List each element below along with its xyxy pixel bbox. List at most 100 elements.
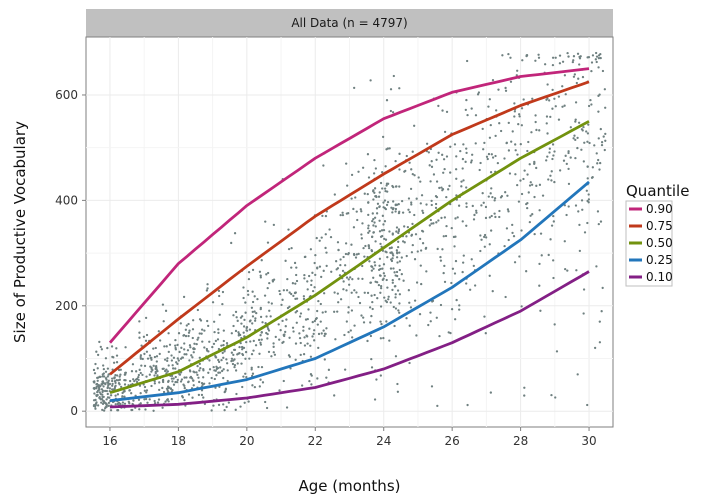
scatter-point — [284, 325, 287, 328]
scatter-point — [385, 182, 389, 185]
scatter-point — [392, 186, 395, 189]
scatter-point — [567, 167, 570, 171]
scatter-point — [306, 288, 309, 291]
scatter-point — [108, 382, 112, 386]
scatter-point — [239, 316, 243, 319]
scatter-point — [591, 176, 594, 179]
scatter-point — [113, 385, 117, 389]
scatter-point — [580, 148, 583, 151]
scatter-point — [529, 181, 532, 184]
scatter-point — [272, 342, 275, 345]
scatter-point — [509, 80, 513, 83]
scatter-point — [526, 149, 529, 153]
scatter-point — [519, 143, 522, 146]
scatter-point — [106, 381, 110, 384]
scatter-point — [221, 290, 225, 294]
scatter-point — [366, 291, 370, 295]
scatter-point — [121, 391, 124, 395]
scatter-point — [400, 273, 403, 276]
scatter-point — [162, 367, 165, 370]
scatter-point — [219, 366, 222, 369]
scatter-point — [599, 53, 602, 56]
scatter-point — [342, 280, 345, 283]
scatter-point — [206, 319, 209, 323]
scatter-point — [411, 243, 414, 247]
scatter-point — [405, 235, 408, 238]
scatter-point — [428, 164, 431, 167]
scatter-point — [202, 369, 205, 372]
scatter-point — [435, 316, 438, 319]
scatter-point — [172, 356, 176, 359]
scatter-point — [354, 256, 358, 259]
scatter-point — [295, 266, 298, 269]
scatter-point — [498, 215, 501, 219]
scatter-point — [303, 273, 306, 277]
scatter-point — [376, 297, 379, 300]
scatter-point — [348, 283, 351, 286]
scatter-point — [335, 260, 338, 263]
scatter-point — [386, 190, 389, 193]
scatter-point — [115, 379, 118, 382]
scatter-point — [413, 174, 416, 177]
scatter-point — [376, 202, 380, 205]
scatter-point — [220, 344, 223, 347]
scatter-point — [226, 362, 229, 365]
scatter-point — [171, 364, 174, 367]
scatter-point — [218, 371, 222, 374]
scatter-point — [600, 141, 604, 144]
scatter-point — [490, 214, 493, 218]
scatter-point — [294, 282, 297, 285]
scatter-point — [543, 63, 547, 66]
scatter-point — [141, 373, 144, 377]
scatter-point — [305, 334, 308, 337]
scatter-point — [461, 167, 464, 170]
scatter-point — [599, 127, 602, 131]
scatter-point — [483, 245, 486, 248]
scatter-point — [384, 165, 387, 168]
scatter-point — [107, 401, 111, 405]
scatter-point — [394, 296, 397, 299]
scatter-point — [371, 307, 374, 311]
scatter-point — [239, 341, 242, 345]
scatter-point — [112, 356, 115, 359]
scatter-point — [442, 271, 445, 275]
scatter-point — [541, 194, 545, 197]
scatter-point — [174, 380, 177, 384]
scatter-point — [410, 201, 413, 204]
scatter-point — [477, 91, 481, 94]
scatter-point — [215, 374, 218, 377]
y-tick-label: 400 — [55, 193, 78, 207]
scatter-point — [391, 278, 394, 282]
scatter-point — [394, 210, 397, 213]
legend-label-0.50: 0.50 — [646, 236, 673, 250]
scatter-point — [318, 265, 322, 268]
scatter-point — [138, 408, 141, 411]
scatter-point — [95, 382, 99, 386]
scatter-point — [265, 406, 269, 410]
scatter-point — [208, 359, 211, 362]
scatter-point — [583, 141, 586, 144]
scatter-point — [538, 284, 541, 287]
scatter-point — [357, 170, 360, 173]
scatter-point — [596, 210, 600, 213]
scatter-point — [429, 320, 432, 323]
scatter-point — [396, 289, 400, 292]
scatter-point — [504, 191, 507, 194]
scatter-point — [453, 143, 457, 146]
scatter-point — [233, 365, 236, 369]
scatter-point — [145, 375, 148, 378]
scatter-point — [461, 270, 464, 274]
scatter-point — [192, 347, 195, 350]
scatter-point — [208, 368, 212, 371]
scatter-point — [436, 247, 439, 251]
scatter-point — [507, 210, 510, 213]
scatter-point — [587, 104, 591, 108]
scatter-point — [106, 386, 109, 390]
scatter-point — [383, 220, 387, 223]
scatter-point — [115, 354, 119, 357]
scatter-point — [388, 230, 391, 233]
scatter-point — [102, 409, 106, 412]
scatter-point — [567, 151, 570, 155]
scatter-point — [113, 379, 117, 383]
scatter-point — [311, 290, 315, 293]
